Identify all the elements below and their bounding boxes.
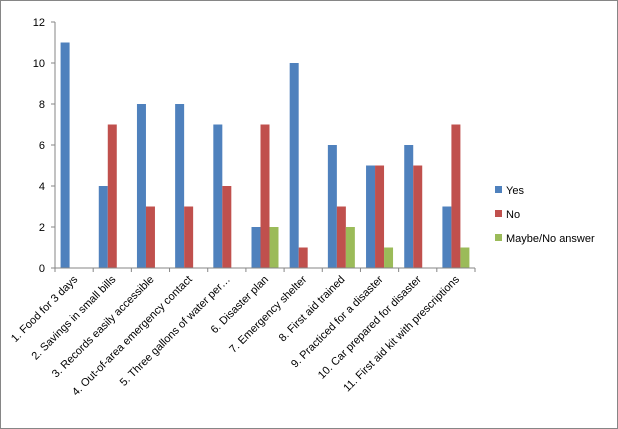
bar-yes-7 — [289, 63, 299, 268]
bar-yes-11 — [442, 206, 452, 268]
bar-maybe-no-answer-11 — [460, 247, 470, 268]
bars — [60, 42, 470, 268]
bar-maybe-no-answer-6 — [269, 227, 279, 268]
bar-no-7 — [298, 247, 308, 268]
y-tick-label: 12 — [33, 17, 45, 29]
y-tick-label: 8 — [39, 99, 45, 111]
y-tick-label: 2 — [39, 222, 45, 234]
bar-yes-2 — [98, 186, 108, 268]
bar-no-11 — [451, 124, 461, 268]
bar-no-4 — [184, 206, 194, 268]
y-tick-label: 0 — [39, 263, 45, 275]
x-category-label: 8. First aid trained — [277, 274, 348, 345]
bar-no-2 — [107, 124, 117, 268]
legend-label: No — [506, 209, 520, 221]
bar-yes-1 — [60, 42, 70, 268]
bar-yes-10 — [404, 145, 414, 268]
bar-no-3 — [145, 206, 155, 268]
bar-maybe-no-answer-9 — [384, 247, 394, 268]
bar-yes-4 — [175, 104, 185, 268]
legend-swatch-yes — [495, 186, 502, 193]
legend-label: Yes — [506, 185, 524, 197]
bar-yes-8 — [327, 145, 337, 268]
legend: Yes No Maybe/No answer — [495, 185, 595, 245]
bar-maybe-no-answer-8 — [345, 227, 355, 268]
bar-no-8 — [336, 206, 346, 268]
bar-yes-5 — [213, 124, 223, 268]
bar-no-6 — [260, 124, 270, 268]
x-category-label: 1. Food for 3 days — [9, 273, 81, 345]
bar-yes-6 — [251, 227, 261, 268]
legend-swatch-maybe-no-answer — [495, 234, 502, 241]
bar-no-10 — [413, 165, 423, 268]
legend-swatch-no — [495, 210, 502, 217]
legend-label: Maybe/No answer — [506, 233, 595, 245]
y-tick-label: 4 — [39, 181, 45, 193]
y-tick-label: 6 — [39, 140, 45, 152]
y-axis: 0 2 4 6 8 10 12 — [33, 17, 56, 275]
bar-no-9 — [375, 165, 385, 268]
y-tick-label: 10 — [33, 58, 45, 70]
bar-yes-9 — [366, 165, 376, 268]
bar-no-5 — [222, 186, 232, 268]
bar-yes-3 — [136, 104, 146, 268]
